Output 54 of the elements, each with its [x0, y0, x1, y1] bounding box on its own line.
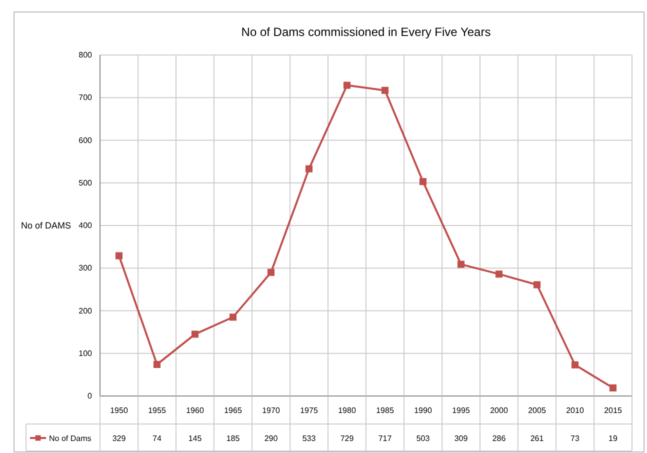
- point: [191, 330, 199, 338]
- point: [115, 252, 123, 260]
- x-tick-label: 1980: [338, 406, 356, 415]
- point: [571, 361, 579, 368]
- data-label: 286: [492, 434, 506, 443]
- y-tick-label: 800: [78, 50, 93, 60]
- x-tick-label: 1950: [110, 406, 128, 415]
- point: [305, 165, 313, 172]
- x-tick-label: 1960: [186, 406, 204, 415]
- y-tick-label: 600: [78, 136, 93, 145]
- data-label: 74: [152, 434, 162, 443]
- x-tick-label: 1970: [262, 406, 280, 415]
- y-axis-title: No of DAMS: [20, 220, 72, 230]
- y-tick-label: 400: [78, 221, 93, 230]
- data-label: 503: [416, 434, 430, 443]
- x-tick-label: 2005: [528, 406, 546, 415]
- x-tick-label: 1965: [224, 406, 242, 415]
- data-label: 185: [226, 434, 240, 443]
- point: [267, 268, 275, 276]
- point: [533, 281, 541, 288]
- y-tick-label: 500: [78, 178, 93, 188]
- point: [419, 178, 427, 186]
- point: [381, 86, 389, 94]
- point: [457, 260, 465, 268]
- data-label: 717: [378, 434, 392, 443]
- x-tick-label: 1975: [300, 406, 318, 415]
- x-tick-label: 1995: [452, 406, 470, 415]
- data-label: 73: [570, 434, 580, 443]
- y-tick-label: 700: [78, 93, 93, 102]
- chart-title: No of Dams commissioned in Every Five Years: [241, 25, 491, 39]
- data-label: 533: [302, 434, 316, 443]
- y-tick-label: 0: [88, 392, 93, 401]
- y-tick-label: 100: [78, 348, 93, 358]
- x-tick-label: 2000: [490, 406, 508, 415]
- point: [153, 360, 161, 368]
- point: [343, 82, 351, 89]
- data-label: 729: [340, 434, 354, 443]
- data-label: 145: [188, 434, 202, 443]
- x-tick-label: 2010: [566, 406, 584, 415]
- point: [495, 270, 503, 278]
- legend-label: No of Dams: [49, 434, 92, 443]
- point: [229, 314, 237, 321]
- data-label: 329: [112, 434, 126, 443]
- x-tick-label: 1990: [414, 406, 432, 415]
- x-tick-label: 1955: [148, 406, 166, 415]
- data-label: 19: [608, 434, 618, 443]
- x-tick-label: 1985: [376, 406, 394, 415]
- y-tick-label: 200: [78, 306, 93, 316]
- point: [609, 384, 617, 392]
- data-label: 290: [264, 434, 278, 443]
- data-label: 309: [454, 434, 468, 443]
- y-tick-label: 300: [78, 264, 93, 273]
- data-label: 261: [530, 434, 544, 443]
- x-tick-label: 2015: [604, 406, 622, 415]
